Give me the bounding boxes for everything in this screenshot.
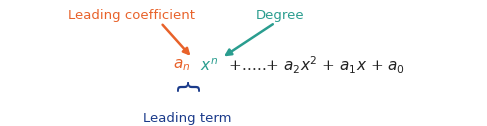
Text: $\{$: $\{$ bbox=[174, 77, 201, 92]
Text: $a_n$: $a_n$ bbox=[173, 58, 190, 73]
Text: Leading term: Leading term bbox=[143, 112, 232, 125]
Text: Leading coefficient: Leading coefficient bbox=[68, 9, 195, 22]
Text: $x^n$: $x^n$ bbox=[200, 57, 218, 74]
Text: Degree: Degree bbox=[256, 9, 304, 22]
Text: +.....+ $a_2x^2$ + $a_1x$ + $a_0$: +.....+ $a_2x^2$ + $a_1x$ + $a_0$ bbox=[224, 55, 405, 76]
